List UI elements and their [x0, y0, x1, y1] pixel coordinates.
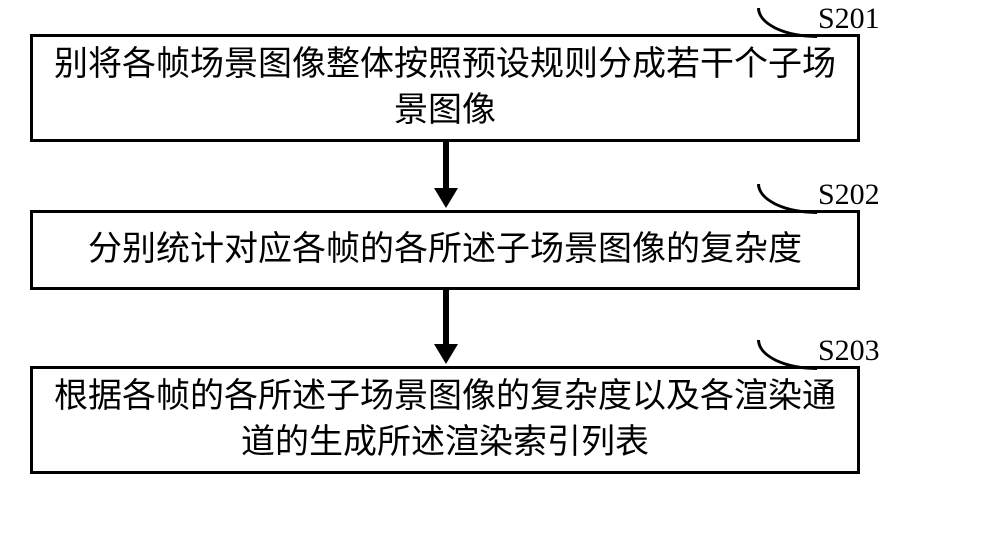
flow-node-1: 别将各帧场景图像整体按照预设规则分成若干个子场景图像 — [30, 34, 860, 142]
step-label-1-text: S201 — [818, 2, 880, 35]
flow-node-1-text: 别将各帧场景图像整体按照预设规则分成若干个子场景图像 — [43, 42, 847, 134]
flowchart-canvas: 别将各帧场景图像整体按照预设规则分成若干个子场景图像 S201 分别统计对应各帧… — [0, 0, 1000, 543]
arrow-1-head — [434, 188, 458, 208]
arrow-2-shaft — [443, 290, 449, 344]
flow-node-2: 分别统计对应各帧的各所述子场景图像的复杂度 — [30, 210, 860, 290]
flow-node-3: 根据各帧的各所述子场景图像的复杂度以及各渲染通道的生成所述渲染索引列表 — [30, 366, 860, 474]
step-label-2-text: S202 — [818, 178, 880, 211]
step-label-2: S202 — [818, 178, 880, 212]
step-label-3-text: S203 — [818, 334, 880, 367]
flow-node-3-text: 根据各帧的各所述子场景图像的复杂度以及各渲染通道的生成所述渲染索引列表 — [43, 374, 847, 466]
arrow-1-shaft — [443, 142, 449, 188]
step-label-3: S203 — [818, 334, 880, 368]
flow-node-2-text: 分别统计对应各帧的各所述子场景图像的复杂度 — [88, 227, 802, 273]
arrow-2-head — [434, 344, 458, 364]
step-label-1: S201 — [818, 2, 880, 36]
